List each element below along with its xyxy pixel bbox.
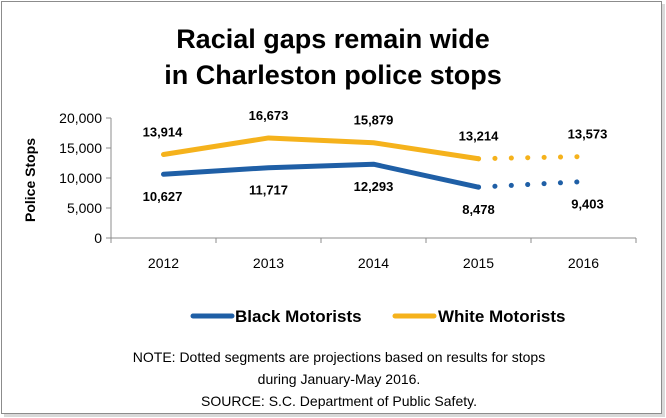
x-tick-label: 2015: [463, 255, 494, 271]
note-line-1: NOTE: Dotted segments are projections ba…: [133, 349, 545, 365]
x-tick-label: 2016: [568, 255, 599, 271]
series-line-black-motorists: [161, 161, 481, 190]
series-projection-white-motorists: [476, 154, 586, 162]
y-tick-label: 10,000: [59, 170, 102, 186]
legend-label-black-motorists: Black Motorists: [235, 307, 362, 326]
y-tick-label: 20,000: [59, 110, 102, 126]
legend-label-white-motorists: White Motorists: [438, 307, 566, 326]
note-line-2: during January-May 2016.: [258, 371, 421, 387]
data-label-black-motorists: 11,717: [249, 183, 288, 198]
series-projection-black-motorists: [476, 179, 586, 190]
data-label-white-motorists: 13,914: [143, 125, 184, 140]
y-tick-label: 5,000: [67, 200, 102, 216]
data-label-black-motorists: 8,478: [462, 202, 495, 217]
chart-title-line-1: Racial gaps remain wide: [176, 24, 490, 54]
data-label-white-motorists: 13,573: [568, 127, 608, 142]
y-tick-label: 15,000: [59, 140, 102, 156]
data-label-white-motorists: 15,879: [354, 113, 394, 128]
data-label-black-motorists: 10,627: [143, 189, 183, 204]
x-tick-label: 2014: [358, 255, 389, 271]
legend: Black Motorists White Motorists: [190, 307, 566, 326]
series-line-white-motorists: [161, 135, 481, 162]
data-label-black-motorists: 12,293: [354, 179, 394, 194]
note-line-3: SOURCE: S.C. Department of Public Safety…: [201, 393, 477, 409]
data-label-white-motorists: 13,214: [459, 129, 500, 144]
x-tick-label: 2013: [253, 255, 284, 271]
data-label-white-motorists: 16,673: [249, 108, 289, 123]
y-tick-label: 0: [94, 230, 102, 246]
x-tick-label: 2012: [148, 255, 179, 271]
chart-title-line-2: in Charleston police stops: [164, 60, 502, 90]
y-axis-label: Police Stops: [22, 138, 38, 222]
data-label-black-motorists: 9,403: [571, 197, 604, 212]
